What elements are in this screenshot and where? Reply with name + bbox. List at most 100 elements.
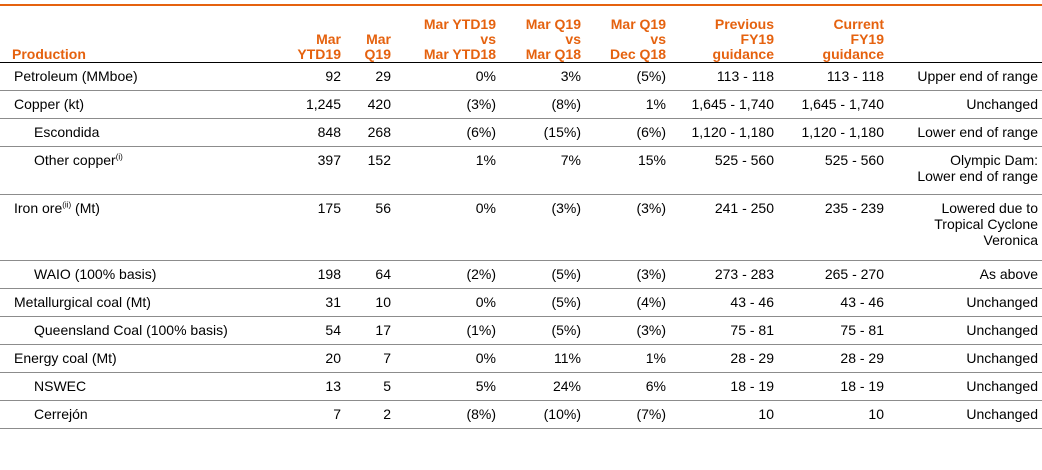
row-label: Copper (kt) xyxy=(0,90,265,119)
table-cell: (1%) xyxy=(395,316,500,345)
guidance-note: Upper end of range xyxy=(888,62,1042,91)
column-header-line: Mar Q19 xyxy=(525,16,581,32)
table-cell: (3%) xyxy=(585,316,670,345)
table-row: Iron ore(ii) (Mt) 175 56 0% (3%) (3%) 241 - 25… xyxy=(0,194,1042,261)
row-label-text: Metallurgical coal (Mt) xyxy=(14,294,151,310)
footnote-marker: (i) xyxy=(115,152,123,162)
table-row: Petroleum (MMboe) 92 29 0% 3% (5%) 113 - 118 11… xyxy=(0,62,1042,91)
column-header-line: vs xyxy=(480,31,496,47)
table-cell: 0% xyxy=(395,288,500,317)
row-label-text: Cerrejón xyxy=(34,406,88,422)
table-cell: 10 xyxy=(670,400,778,429)
column-header-line: guidance xyxy=(712,46,774,62)
table-cell: 7 xyxy=(265,400,345,429)
row-label-text: NSWEC xyxy=(34,378,87,394)
column-header-line: vs xyxy=(650,31,666,47)
column-header-line: Dec Q18 xyxy=(609,46,666,62)
row-label: Iron ore(ii) (Mt) xyxy=(0,194,265,261)
table-cell: 0% xyxy=(395,194,500,261)
table-cell: 5% xyxy=(395,372,500,401)
table-cell: 18 - 19 xyxy=(778,372,888,401)
guidance-note-line: Upper end of range xyxy=(917,68,1038,84)
guidance-note-line: Veronica xyxy=(983,232,1038,248)
table-cell: 241 - 250 xyxy=(670,194,778,261)
guidance-note-line: Olympic Dam: xyxy=(950,152,1038,168)
table-cell: (5%) xyxy=(500,260,585,289)
row-label-text: Queensland Coal (100% basis) xyxy=(34,322,228,338)
table-cell: 152 xyxy=(345,146,395,195)
guidance-note: Unchanged xyxy=(888,288,1042,317)
table-cell: (5%) xyxy=(500,316,585,345)
table-cell: 20 xyxy=(265,344,345,373)
table-cell: 175 xyxy=(265,194,345,261)
table-cell: 265 - 270 xyxy=(778,260,888,289)
table-cell: 1,645 - 1,740 xyxy=(778,90,888,119)
table-cell: 11% xyxy=(500,344,585,373)
row-label-text: Petroleum (MMboe) xyxy=(14,68,138,84)
table-cell: (6%) xyxy=(585,118,670,147)
column-header-line: Mar YTD18 xyxy=(423,46,496,62)
row-label-text: Escondida xyxy=(34,124,100,140)
guidance-note: Unchanged xyxy=(888,400,1042,429)
table-cell: (4%) xyxy=(585,288,670,317)
table-cell: (7%) xyxy=(585,400,670,429)
table-cell: 10 xyxy=(345,288,395,317)
table-row: Queensland Coal (100% basis) 54 17 (1%) (5%)… xyxy=(0,316,1042,345)
table-cell: 420 xyxy=(345,90,395,119)
table-cell: (3%) xyxy=(585,194,670,261)
table-cell: 273 - 283 xyxy=(670,260,778,289)
guidance-note: Unchanged xyxy=(888,372,1042,401)
row-label-text: Other copper xyxy=(34,152,116,168)
row-label-unit: (Mt) xyxy=(71,200,100,216)
table-row: Metallurgical coal (Mt) 31 10 0% (5%) (4%) 43 … xyxy=(0,288,1042,317)
table-cell: 5 xyxy=(345,372,395,401)
row-label-text: Energy coal (Mt) xyxy=(14,350,117,366)
table-row: Copper (kt) 1,245 420 (3%) (8%) 1% 1,645 - 1,7… xyxy=(0,90,1042,119)
guidance-note-line: As above xyxy=(979,266,1038,282)
table-cell: (15%) xyxy=(500,118,585,147)
table-cell: 15% xyxy=(585,146,670,195)
table-cell: 848 xyxy=(265,118,345,147)
table-cell: 235 - 239 xyxy=(778,194,888,261)
table-row: WAIO (100% basis) 198 64 (2%) (5%) (3%) 273 - … xyxy=(0,260,1042,289)
guidance-note-line: Unchanged xyxy=(966,322,1038,338)
table-cell: 0% xyxy=(395,344,500,373)
table-cell: 7 xyxy=(345,344,395,373)
guidance-note: Unchanged xyxy=(888,316,1042,345)
table-cell: 28 - 29 xyxy=(778,344,888,373)
guidance-note-line: Lowered due to xyxy=(941,200,1038,216)
column-header-line: Mar YTD19 xyxy=(423,16,496,32)
column-header: Current FY19 guidance xyxy=(778,6,888,63)
table-cell: 525 - 560 xyxy=(670,146,778,195)
column-header: Mar Q19 vs Mar Q18 xyxy=(500,6,585,63)
table-cell: 2 xyxy=(345,400,395,429)
table-cell: 17 xyxy=(345,316,395,345)
guidance-note: Unchanged xyxy=(888,90,1042,119)
table-cell: 198 xyxy=(265,260,345,289)
table-cell: 1% xyxy=(395,146,500,195)
table-cell: (8%) xyxy=(395,400,500,429)
table-cell: 54 xyxy=(265,316,345,345)
guidance-note-line: Unchanged xyxy=(966,378,1038,394)
column-header-line: Mar Q18 xyxy=(525,46,581,62)
top-accent-rule xyxy=(0,4,1042,6)
table-cell: 1% xyxy=(585,90,670,119)
table-cell: (6%) xyxy=(395,118,500,147)
guidance-note-line: Unchanged xyxy=(966,406,1038,422)
table-cell: 10 xyxy=(778,400,888,429)
table-cell: 268 xyxy=(345,118,395,147)
table-cell: 113 - 118 xyxy=(670,62,778,91)
table-cell: 56 xyxy=(345,194,395,261)
guidance-note: Lower end of range xyxy=(888,118,1042,147)
table-cell: (10%) xyxy=(500,400,585,429)
table-cell: 31 xyxy=(265,288,345,317)
table-cell: 75 - 81 xyxy=(670,316,778,345)
table-cell: 1,245 xyxy=(265,90,345,119)
row-label-text: WAIO (100% basis) xyxy=(34,266,157,282)
table-cell: (2%) xyxy=(395,260,500,289)
notes-header xyxy=(888,6,1042,63)
row-label: WAIO (100% basis) xyxy=(0,260,265,289)
row-label: Metallurgical coal (Mt) xyxy=(0,288,265,317)
column-header: Mar Q19 xyxy=(345,6,395,63)
